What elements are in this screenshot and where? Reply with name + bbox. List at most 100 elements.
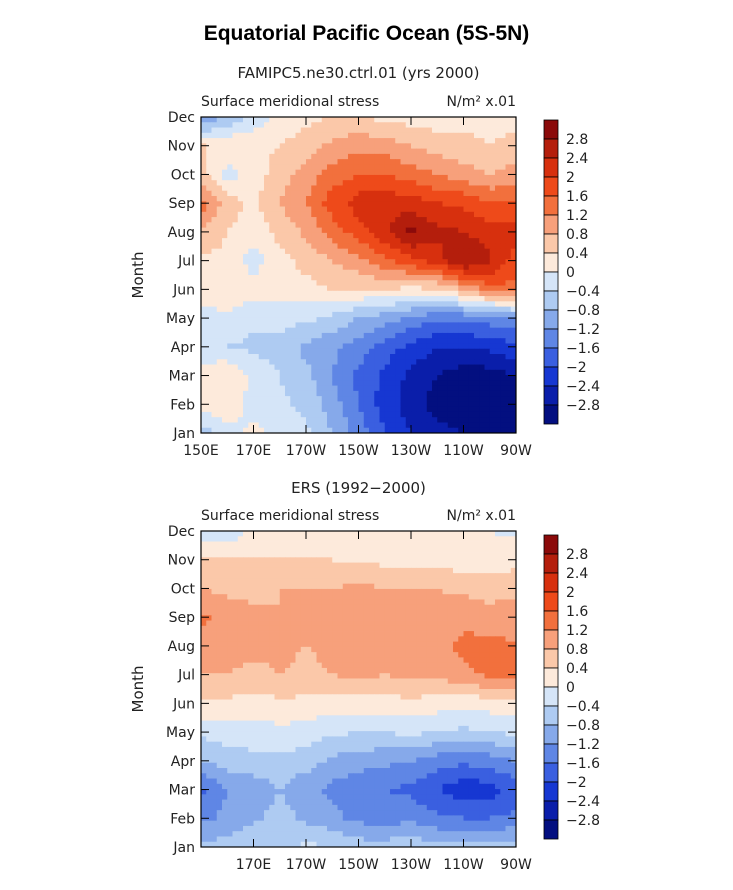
field-cell [453, 385, 459, 392]
field-cell [484, 338, 491, 344]
field-cell [390, 343, 396, 350]
field-cell [337, 348, 344, 355]
field-cell [321, 578, 328, 585]
field-cell [327, 390, 333, 397]
field-cell [421, 390, 428, 397]
field-cell [206, 159, 212, 165]
field-cell [447, 604, 454, 611]
field-cell [237, 127, 244, 134]
field-cell [253, 180, 260, 186]
field-cell [248, 401, 254, 408]
field-cell [379, 275, 386, 281]
field-cell [285, 253, 291, 260]
field-cell [290, 222, 296, 228]
field-cell [432, 573, 438, 579]
field-cell [495, 311, 501, 318]
field-cell [432, 531, 438, 537]
field-cell [300, 164, 307, 171]
field-cell [489, 285, 496, 292]
field-cell [358, 206, 365, 213]
field-cell [311, 620, 317, 627]
field-cell [269, 132, 275, 139]
field-cell [363, 369, 370, 376]
field-cell [300, 536, 307, 542]
field-cell [232, 296, 239, 302]
field-cell [395, 174, 401, 181]
field-cell [447, 427, 454, 434]
field-cell [269, 222, 275, 228]
field-cell [353, 180, 359, 186]
field-cell [285, 296, 291, 302]
field-cell [300, 348, 307, 355]
field-cell [442, 174, 449, 181]
field-cell [353, 164, 359, 171]
field-cell [237, 306, 244, 313]
field-cell [206, 343, 212, 350]
field-cell [447, 138, 454, 144]
field-cell [489, 269, 496, 276]
field-cell [311, 211, 317, 218]
field-cell [311, 385, 317, 392]
field-cell [327, 562, 333, 569]
field-cell [201, 296, 207, 302]
field-cell [358, 338, 365, 344]
field-cell [510, 238, 517, 244]
field-cell [458, 253, 464, 260]
field-cell [353, 243, 359, 250]
field-cell [332, 557, 338, 563]
field-cell [379, 222, 386, 228]
field-cell [300, 327, 307, 334]
field-cell [442, 201, 449, 207]
field-cell [479, 620, 485, 627]
field-cell [390, 427, 396, 434]
field-cell [306, 422, 312, 429]
field-cell [416, 275, 422, 281]
field-cell [279, 311, 286, 318]
colorbar-swatch [543, 328, 559, 349]
field-cell [374, 322, 380, 329]
field-cell [411, 227, 417, 234]
field-cell [237, 588, 244, 595]
field-cell [358, 174, 365, 181]
field-cell [363, 164, 370, 171]
field-cell [384, 227, 391, 234]
field-cell [421, 211, 428, 218]
field-cell [500, 546, 506, 553]
field-cell [206, 401, 212, 408]
field-cell [437, 536, 443, 542]
field-cell [411, 380, 417, 386]
field-cell [311, 317, 317, 323]
field-cell [384, 552, 391, 558]
field-cell [500, 541, 506, 548]
field-cell [216, 641, 223, 648]
field-cell [264, 406, 270, 413]
field-cell [484, 132, 491, 139]
field-cell [484, 306, 491, 313]
field-cell [353, 427, 359, 434]
field-cell [484, 222, 491, 228]
field-cell [495, 583, 501, 590]
field-cell [269, 153, 275, 160]
field-cell [379, 427, 386, 434]
field-cell [222, 201, 228, 207]
field-cell [206, 536, 212, 542]
field-cell [306, 636, 312, 642]
field-cell [411, 243, 417, 250]
field-cell [201, 238, 207, 244]
field-cell [416, 159, 422, 165]
field-cell [474, 359, 480, 365]
field-cell [300, 143, 307, 149]
field-cell [426, 238, 433, 244]
field-cell [400, 269, 407, 276]
field-cell [206, 190, 212, 197]
field-cell [290, 567, 296, 574]
field-cell [453, 253, 459, 260]
field-cell [211, 169, 218, 176]
field-cell [348, 583, 354, 590]
field-cell [327, 311, 333, 318]
field-cell [474, 411, 480, 418]
field-cell [237, 327, 244, 334]
field-cell [358, 594, 365, 600]
field-cell [295, 327, 302, 334]
field-cell [468, 557, 475, 563]
